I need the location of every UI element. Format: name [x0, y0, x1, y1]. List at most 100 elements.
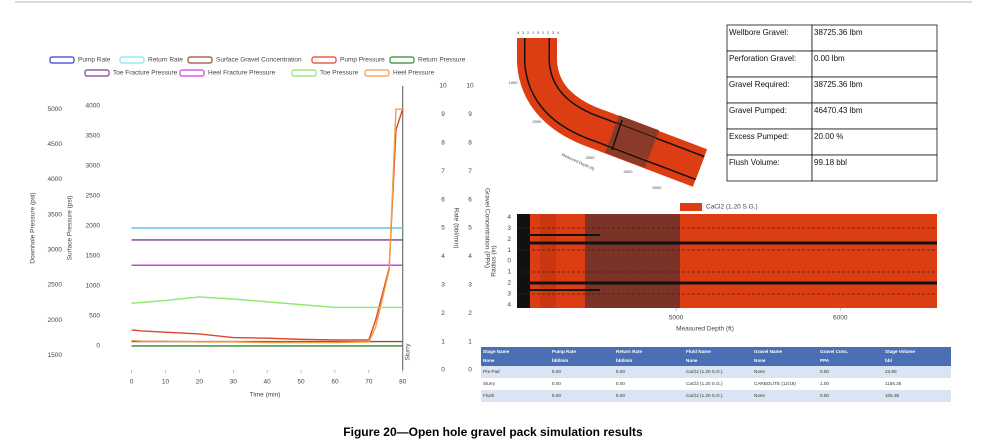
- table-text: 5.00: [552, 369, 561, 374]
- legend-label: Pump Rate: [78, 57, 111, 64]
- table-text: 5.00: [552, 381, 561, 386]
- table-text: 5.00: [616, 369, 625, 374]
- x-tick-label: 60: [331, 379, 339, 386]
- y-tick-label: 3000: [86, 163, 101, 170]
- table-cell: [811, 102, 938, 130]
- table-text: 23.80: [885, 369, 897, 374]
- table-text: Perforation Gravel:: [729, 54, 796, 63]
- packer: [611, 119, 623, 151]
- table-cell: [811, 76, 938, 104]
- y-tick-label: 3: [507, 291, 511, 298]
- table-text: 5.00: [552, 393, 561, 398]
- y-tick-label: 1: [441, 338, 445, 345]
- table-text: Wellbore Gravel:: [729, 28, 788, 37]
- depth-label: 1000: [509, 80, 519, 85]
- table-text: 105.38: [885, 393, 899, 398]
- x-tick-label: 0: [130, 379, 134, 386]
- table-cell: [811, 128, 938, 156]
- y-tick-label: 2000: [86, 223, 101, 230]
- table-header: Gravel Conc.: [820, 349, 848, 354]
- y-tick-label: 6: [468, 196, 472, 203]
- y-tick-label: 0: [441, 367, 445, 374]
- axis-title: Time (min): [250, 392, 281, 399]
- y-tick-label: 3: [468, 282, 472, 289]
- table-cell: [811, 154, 938, 182]
- y-tick-label: 3500: [86, 133, 101, 140]
- y-tick-label: 2: [507, 280, 511, 287]
- y-tick-label: 9: [468, 111, 472, 118]
- radius-label: 3: [552, 30, 555, 35]
- x-tick-label: 10: [162, 379, 170, 386]
- gravel-zone: [607, 123, 657, 160]
- y-tick-label: 4: [507, 301, 511, 308]
- y-tick-label: 10: [439, 83, 447, 90]
- axis-title: Surface Pressure (psi): [67, 196, 74, 261]
- y-tick-label: 5: [441, 225, 445, 232]
- y-tick-label: 5: [468, 225, 472, 232]
- y-tick-label: 1500: [48, 352, 63, 359]
- y-tick-label: 7: [441, 168, 445, 175]
- y-tick-label: 8: [468, 140, 472, 147]
- table-cell: [726, 154, 813, 182]
- table-text: 0.00: [820, 393, 829, 398]
- table-row-bg: [481, 378, 951, 390]
- radius-label: 1: [532, 30, 535, 35]
- y-tick-label: 1000: [86, 283, 101, 290]
- axis-title: Rate (bbl/min): [452, 208, 459, 249]
- depth-label: 5000: [653, 185, 663, 190]
- table-text: 0.00 lbm: [814, 54, 845, 63]
- radius-guides: [517, 227, 937, 295]
- table-units: None: [686, 358, 698, 363]
- table-units: None: [754, 358, 766, 363]
- table-header: Fluid Name: [686, 349, 711, 354]
- table-units: bbl: [885, 358, 892, 363]
- legend-label: Pump Pressure: [340, 57, 385, 64]
- radius-label: 3: [522, 30, 525, 35]
- legend-swatch: [187, 56, 213, 64]
- y-tick-label: 4500: [48, 141, 63, 148]
- legend-swatch: [84, 69, 110, 77]
- series-line: [131, 296, 403, 309]
- y-tick-label: 1: [507, 247, 511, 254]
- x-tick-label: 30: [230, 379, 238, 386]
- axis-title: Measured Depth (ft): [676, 326, 734, 333]
- y-tick-label: 2: [441, 310, 445, 317]
- y-tick-label: 3: [441, 282, 445, 289]
- table-row-bg: [481, 366, 951, 378]
- table-text: 20.00 %: [814, 132, 843, 141]
- x-tick-label: 20: [196, 379, 204, 386]
- y-tick-label: 4: [468, 253, 472, 260]
- table-text: Pre Pad: [483, 369, 500, 374]
- figure-caption: Figure 20—Open hole gravel pack simulati…: [343, 425, 643, 439]
- y-tick-label: 10: [466, 83, 474, 90]
- table-text: 5.00: [616, 381, 625, 386]
- y-tick-label: 1: [507, 269, 511, 276]
- y-tick-label: 0: [507, 258, 511, 265]
- legend-label: Heel Fracture Pressure: [208, 70, 276, 77]
- table-text: 99.18 bbl: [814, 158, 847, 167]
- radius-label: 4: [557, 30, 560, 35]
- table-text: 1.00: [820, 381, 829, 386]
- legend-label: CaCl2 (1.20 S.G.): [706, 204, 758, 211]
- table-cell: [726, 128, 813, 156]
- legend-swatch: [364, 69, 390, 77]
- legend-label: Return Pressure: [418, 57, 466, 64]
- y-tick-label: 1: [468, 338, 472, 345]
- table-header: Stage Volume: [885, 349, 915, 354]
- radius-label: 2: [527, 30, 530, 35]
- y-tick-label: 2000: [48, 317, 63, 324]
- x-tick-label: 5000: [669, 315, 684, 322]
- table-text: CaCl2 (1.20 S.G.): [686, 381, 723, 386]
- y-tick-label: 6: [441, 196, 445, 203]
- legend-swatch: [179, 69, 205, 77]
- table-header-bg: [481, 347, 951, 366]
- table-text: Slurry: [483, 381, 496, 386]
- legend-swatch: [291, 69, 317, 77]
- y-tick-label: 7: [468, 168, 472, 175]
- table-text: Excess Pumped:: [729, 132, 789, 141]
- depth-label: 3000: [586, 155, 596, 160]
- series-line: [131, 108, 404, 341]
- table-text: 1155.36: [885, 381, 902, 386]
- y-tick-label: 4000: [86, 103, 101, 110]
- legend-swatch: [49, 56, 75, 64]
